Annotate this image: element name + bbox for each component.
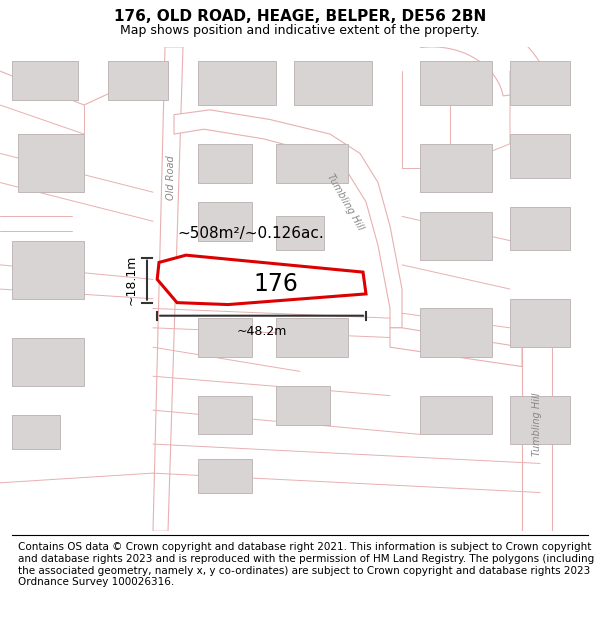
Polygon shape — [413, 8, 551, 96]
Polygon shape — [420, 396, 492, 434]
Text: ~18.1m: ~18.1m — [125, 255, 138, 305]
Polygon shape — [276, 386, 330, 425]
Text: ~48.2m: ~48.2m — [236, 326, 287, 338]
Polygon shape — [198, 202, 252, 241]
Text: Map shows position and indicative extent of the property.: Map shows position and indicative extent… — [120, 24, 480, 36]
Text: ~508m²/~0.126ac.: ~508m²/~0.126ac. — [177, 226, 324, 241]
Text: Old Road: Old Road — [166, 155, 176, 200]
Text: Tumbling Hill: Tumbling Hill — [325, 172, 365, 232]
Polygon shape — [276, 216, 324, 250]
Polygon shape — [276, 144, 348, 182]
Polygon shape — [276, 318, 348, 357]
Text: 176: 176 — [254, 272, 298, 296]
Polygon shape — [153, 47, 183, 531]
Polygon shape — [294, 61, 372, 105]
Polygon shape — [510, 299, 570, 348]
Text: Contains OS data © Crown copyright and database right 2021. This information is : Contains OS data © Crown copyright and d… — [18, 542, 594, 588]
Polygon shape — [390, 328, 522, 366]
Polygon shape — [12, 241, 84, 299]
Polygon shape — [198, 459, 252, 492]
Polygon shape — [420, 144, 492, 192]
Polygon shape — [198, 318, 252, 357]
Polygon shape — [174, 110, 402, 328]
Polygon shape — [510, 134, 570, 178]
Polygon shape — [157, 255, 366, 304]
Polygon shape — [420, 211, 492, 260]
Polygon shape — [510, 61, 570, 105]
Polygon shape — [510, 207, 570, 250]
Polygon shape — [510, 396, 570, 444]
Polygon shape — [522, 328, 552, 531]
Polygon shape — [12, 338, 84, 386]
Polygon shape — [18, 134, 84, 192]
Polygon shape — [420, 308, 492, 357]
Text: Tumbling Hill: Tumbling Hill — [532, 393, 542, 456]
Text: 176, OLD ROAD, HEAGE, BELPER, DE56 2BN: 176, OLD ROAD, HEAGE, BELPER, DE56 2BN — [114, 9, 486, 24]
Polygon shape — [198, 61, 276, 105]
Polygon shape — [108, 61, 168, 100]
Polygon shape — [420, 61, 492, 105]
Polygon shape — [12, 415, 60, 449]
Polygon shape — [198, 396, 252, 434]
Polygon shape — [198, 144, 252, 182]
Polygon shape — [12, 61, 78, 100]
